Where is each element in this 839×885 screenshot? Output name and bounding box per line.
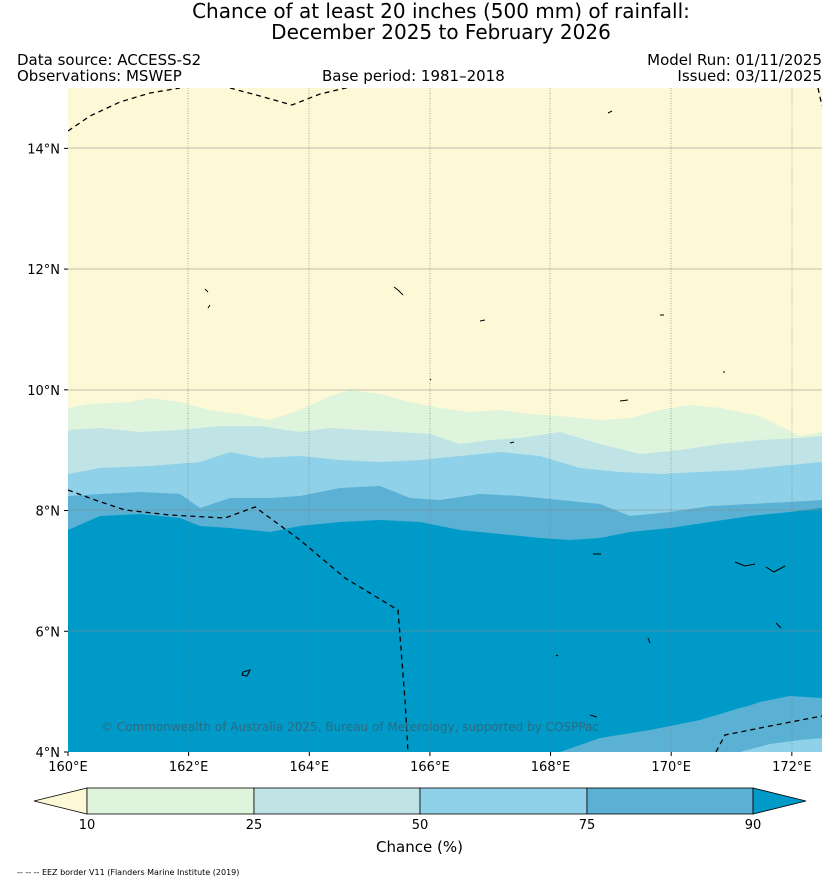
title-line-1: Chance of at least 20 inches (500 mm) of… — [192, 0, 690, 23]
title-line-2: December 2025 to February 2026 — [271, 20, 611, 44]
longitude-axis: 160°E 162°E 164°E 166°E 168°E 170°E 172°E — [48, 752, 812, 775]
latitude-label: 6°N — [36, 625, 61, 640]
colorbar-tick-75: 75 — [578, 818, 596, 833]
longitude-label: 166°E — [410, 760, 450, 775]
colorbar-bin-25-50 — [253, 787, 421, 815]
zone-75-90-south — [560, 696, 822, 752]
issued: Issued: 03/11/2025 — [677, 67, 822, 85]
longitude-label: 170°E — [651, 760, 691, 775]
latitude-axis: 14°N 12°N 10°N 8°N 6°N 4°N — [27, 142, 68, 761]
colorbar-bin-75-90 — [586, 787, 754, 815]
colorbar-bin-50-75 — [419, 787, 588, 815]
data-source: Data source: ACCESS-S2 — [17, 51, 202, 69]
eez-borders — [68, 88, 822, 752]
observations: Observations: MSWEP — [17, 67, 182, 85]
longitude-label: 164°E — [290, 760, 330, 775]
latitude-label: 14°N — [27, 142, 60, 157]
eez-footnote: -- -- -- EEZ border V11 (Flanders Marine… — [17, 868, 240, 877]
zone-50-75-south — [740, 738, 822, 752]
meridians — [187, 88, 793, 752]
latitude-label: 12°N — [27, 263, 60, 278]
latitude-label: 10°N — [27, 384, 60, 399]
colorbar-extend-high — [752, 787, 807, 815]
latitude-label: 8°N — [36, 505, 61, 520]
zone-above-90 — [68, 508, 822, 724]
latitude-label: 4°N — [36, 746, 61, 761]
copyright-notice: © Commonwealth of Australia 2025, Bureau… — [101, 720, 599, 734]
parallels — [68, 147, 822, 632]
colorbar-tick-90: 90 — [744, 818, 762, 833]
longitude-label: 172°E — [772, 760, 812, 775]
colorbar-tick-10: 10 — [78, 818, 96, 833]
longitude-label: 162°E — [169, 760, 209, 775]
model-run: Model Run: 01/11/2025 — [647, 51, 822, 69]
colorbar — [33, 787, 807, 815]
longitude-label: 160°E — [48, 760, 88, 775]
colorbar-tick-50: 50 — [411, 818, 429, 833]
colorbar-bin-10-25 — [86, 787, 255, 815]
colorbar-tick-25: 25 — [245, 818, 263, 833]
base-period: Base period: 1981–2018 — [322, 67, 505, 85]
rainfall-probability-field: © Commonwealth of Australia 2025, Bureau… — [68, 88, 822, 752]
colorbar-extend-low — [33, 787, 88, 815]
colorbar-title: Chance (%) — [376, 838, 463, 856]
islands — [204, 110, 786, 718]
longitude-label: 168°E — [531, 760, 571, 775]
